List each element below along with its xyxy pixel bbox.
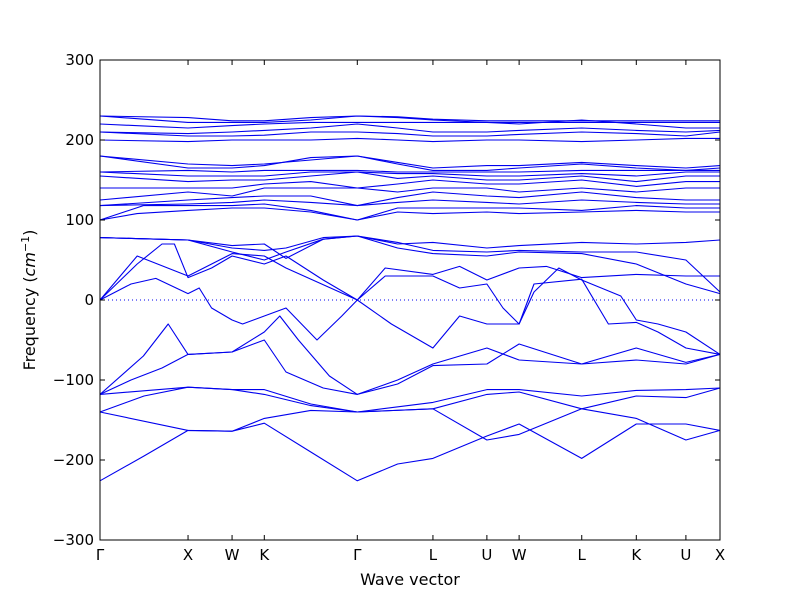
- phonon-branch-18: [100, 179, 720, 189]
- x-tick-label: U: [680, 546, 691, 564]
- x-tick-label: U: [481, 546, 492, 564]
- phonon-branch-9: [99, 253, 720, 301]
- phonon-branch-10: [99, 235, 721, 259]
- series-layer: [99, 115, 721, 482]
- phonon-branch-29: [99, 115, 720, 122]
- phonon-branch-8: [99, 243, 721, 355]
- y-tick-label: 300: [65, 51, 94, 69]
- y-axis-ticks: −300 −200 −100 0 100 200 300: [53, 51, 720, 549]
- x-tick-label: K: [631, 546, 642, 564]
- x-tick-label: X: [183, 546, 193, 564]
- phonon-branch-20: [99, 171, 720, 177]
- y-axis-label-text: Frequency (: [20, 276, 39, 370]
- x-axis-label: Wave vector: [360, 570, 460, 589]
- y-tick-label: 200: [65, 131, 94, 149]
- phonon-branch-26: [99, 123, 721, 135]
- x-tick-label: L: [429, 546, 438, 564]
- y-tick-label: −100: [53, 371, 94, 389]
- phonon-branch-12: [99, 235, 721, 295]
- x-tick-label: X: [715, 546, 725, 564]
- x-tick-label: L: [578, 546, 587, 564]
- phonon-branch-4: [99, 386, 721, 413]
- phonon-branch-16: [99, 191, 720, 207]
- phonon-branch-17: [99, 187, 720, 201]
- phonon-branch-22: [99, 155, 721, 169]
- x-tick-label: W: [512, 546, 527, 564]
- y-tick-label: −200: [53, 451, 94, 469]
- phonon-branch-15: [99, 199, 720, 207]
- y-tick-label: −300: [53, 531, 94, 549]
- phonon-branch-25: [99, 131, 721, 137]
- x-tick-label: Γ: [96, 546, 105, 564]
- x-tick-label: W: [225, 546, 240, 564]
- phonon-branch-6: [99, 323, 721, 395]
- phonon-branch-24: [99, 137, 720, 143]
- y-axis-label-exponent: −1: [19, 236, 32, 252]
- x-tick-label: K: [259, 546, 270, 564]
- y-axis-label-close: ): [20, 230, 39, 236]
- phonon-branch-28: [99, 115, 720, 123]
- y-axis-label-unit: cm: [20, 252, 39, 276]
- y-tick-label: 100: [65, 211, 94, 229]
- phonon-branch-23: [99, 155, 720, 171]
- phonon-branch-7: [99, 277, 721, 355]
- phonon-branch-13: [99, 207, 720, 221]
- phonon-branch-19: [99, 171, 720, 183]
- x-tick-label: Γ: [353, 546, 362, 564]
- phonon-branch-27: [99, 119, 720, 129]
- phonon-branch-11: [99, 235, 721, 293]
- y-tick-label: 0: [84, 291, 94, 309]
- phonon-branch-14: [99, 203, 720, 221]
- phonon-branch-21: [99, 167, 721, 173]
- phonon-branch-2: [99, 408, 721, 441]
- y-axis-label: Frequency (cm−1): [19, 230, 39, 371]
- phonon-branch-5: [99, 315, 721, 395]
- phonon-branch-1: [99, 422, 721, 482]
